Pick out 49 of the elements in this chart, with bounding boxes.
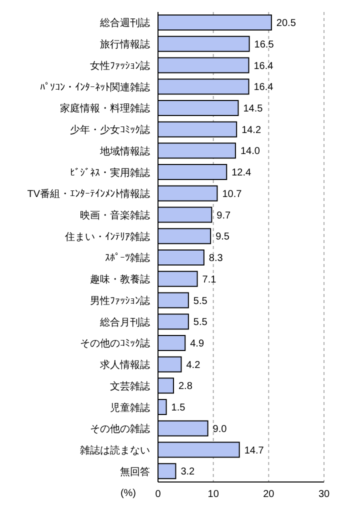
y-tick-label: 男性ﾌｧｯｼｮﾝ誌 — [90, 294, 150, 307]
data-label: 4.9 — [190, 338, 204, 350]
y-tick-label: 家庭情報・料理雑誌 — [60, 102, 150, 115]
data-label: 14.5 — [243, 104, 264, 115]
data-label: 14.2 — [242, 124, 262, 136]
x-axis-title: (%) — [120, 488, 136, 499]
data-label: 16.4 — [254, 82, 274, 94]
y-tick-label: その他のｺﾐｯｸ誌 — [80, 338, 150, 350]
data-label: 9.5 — [216, 232, 230, 243]
y-tick-label: ﾊﾟｿｺﾝ・ｲﾝﾀｰﾈｯﾄ関連雑誌 — [40, 81, 150, 94]
y-tick-label: 旅行情報誌 — [100, 38, 150, 51]
x-tick-label: 10 — [208, 489, 220, 500]
y-tick-label: ｽﾎﾟｰﾂ雑誌 — [105, 252, 150, 264]
y-tick-label: 児童雑誌 — [110, 402, 150, 414]
y-tick-label: 総合月刊誌 — [99, 316, 150, 328]
data-label: 20.5 — [276, 18, 296, 30]
y-tick-label: 無回答 — [120, 466, 150, 478]
data-label: 10.7 — [222, 188, 242, 200]
y-tick-label: 地域情報誌 — [99, 145, 150, 158]
data-label: 7.1 — [202, 274, 217, 286]
data-label: 3.2 — [180, 466, 196, 478]
y-tick-label: 住まい・ｲﾝﾃﾘｱ雑誌 — [65, 230, 150, 243]
data-label: 14.0 — [240, 146, 260, 158]
y-tick-label: 映画・音楽雑誌 — [80, 210, 150, 222]
x-tick-label: 30 — [318, 489, 330, 500]
y-tick-label: ﾋﾞｼﾞﾈｽ・実用雑誌 — [70, 166, 150, 179]
y-tick-label: 総合週刊誌 — [99, 17, 150, 30]
y-tick-label: 求人情報誌 — [100, 359, 150, 372]
data-label: 14.7 — [244, 445, 264, 456]
data-label: 2.8 — [178, 381, 193, 392]
data-label: 5.5 — [193, 296, 208, 307]
y-tick-label: 趣味・教養誌 — [90, 274, 150, 286]
data-label: 4.2 — [186, 360, 201, 371]
data-label: 8.3 — [208, 253, 224, 264]
x-tick-label: 0 — [155, 489, 162, 500]
data-label: 9.7 — [216, 210, 232, 222]
data-label: 16.4 — [254, 60, 274, 72]
data-label: 5.5 — [193, 317, 208, 328]
data-label: 12.4 — [232, 168, 252, 179]
y-tick-label: 女性ﾌｧｯｼｮﾝ誌 — [90, 60, 150, 72]
y-tick-label: 雑誌は読まない — [80, 444, 150, 457]
data-label: 16.5 — [254, 39, 274, 50]
data-label: 9.0 — [212, 424, 228, 435]
y-tick-label: その他の雑誌 — [90, 423, 150, 436]
y-tick-label: TV番組・ｴﾝﾀｰﾃｲﾝﾒﾝﾄ情報誌 — [27, 188, 150, 200]
y-tick-label: 文芸雑誌 — [110, 380, 150, 392]
y-tick-label: 少年・少女ｺﾐｯｸ誌 — [70, 124, 150, 136]
data-label: 1.5 — [171, 402, 186, 414]
x-tick-label: 20 — [263, 489, 275, 500]
